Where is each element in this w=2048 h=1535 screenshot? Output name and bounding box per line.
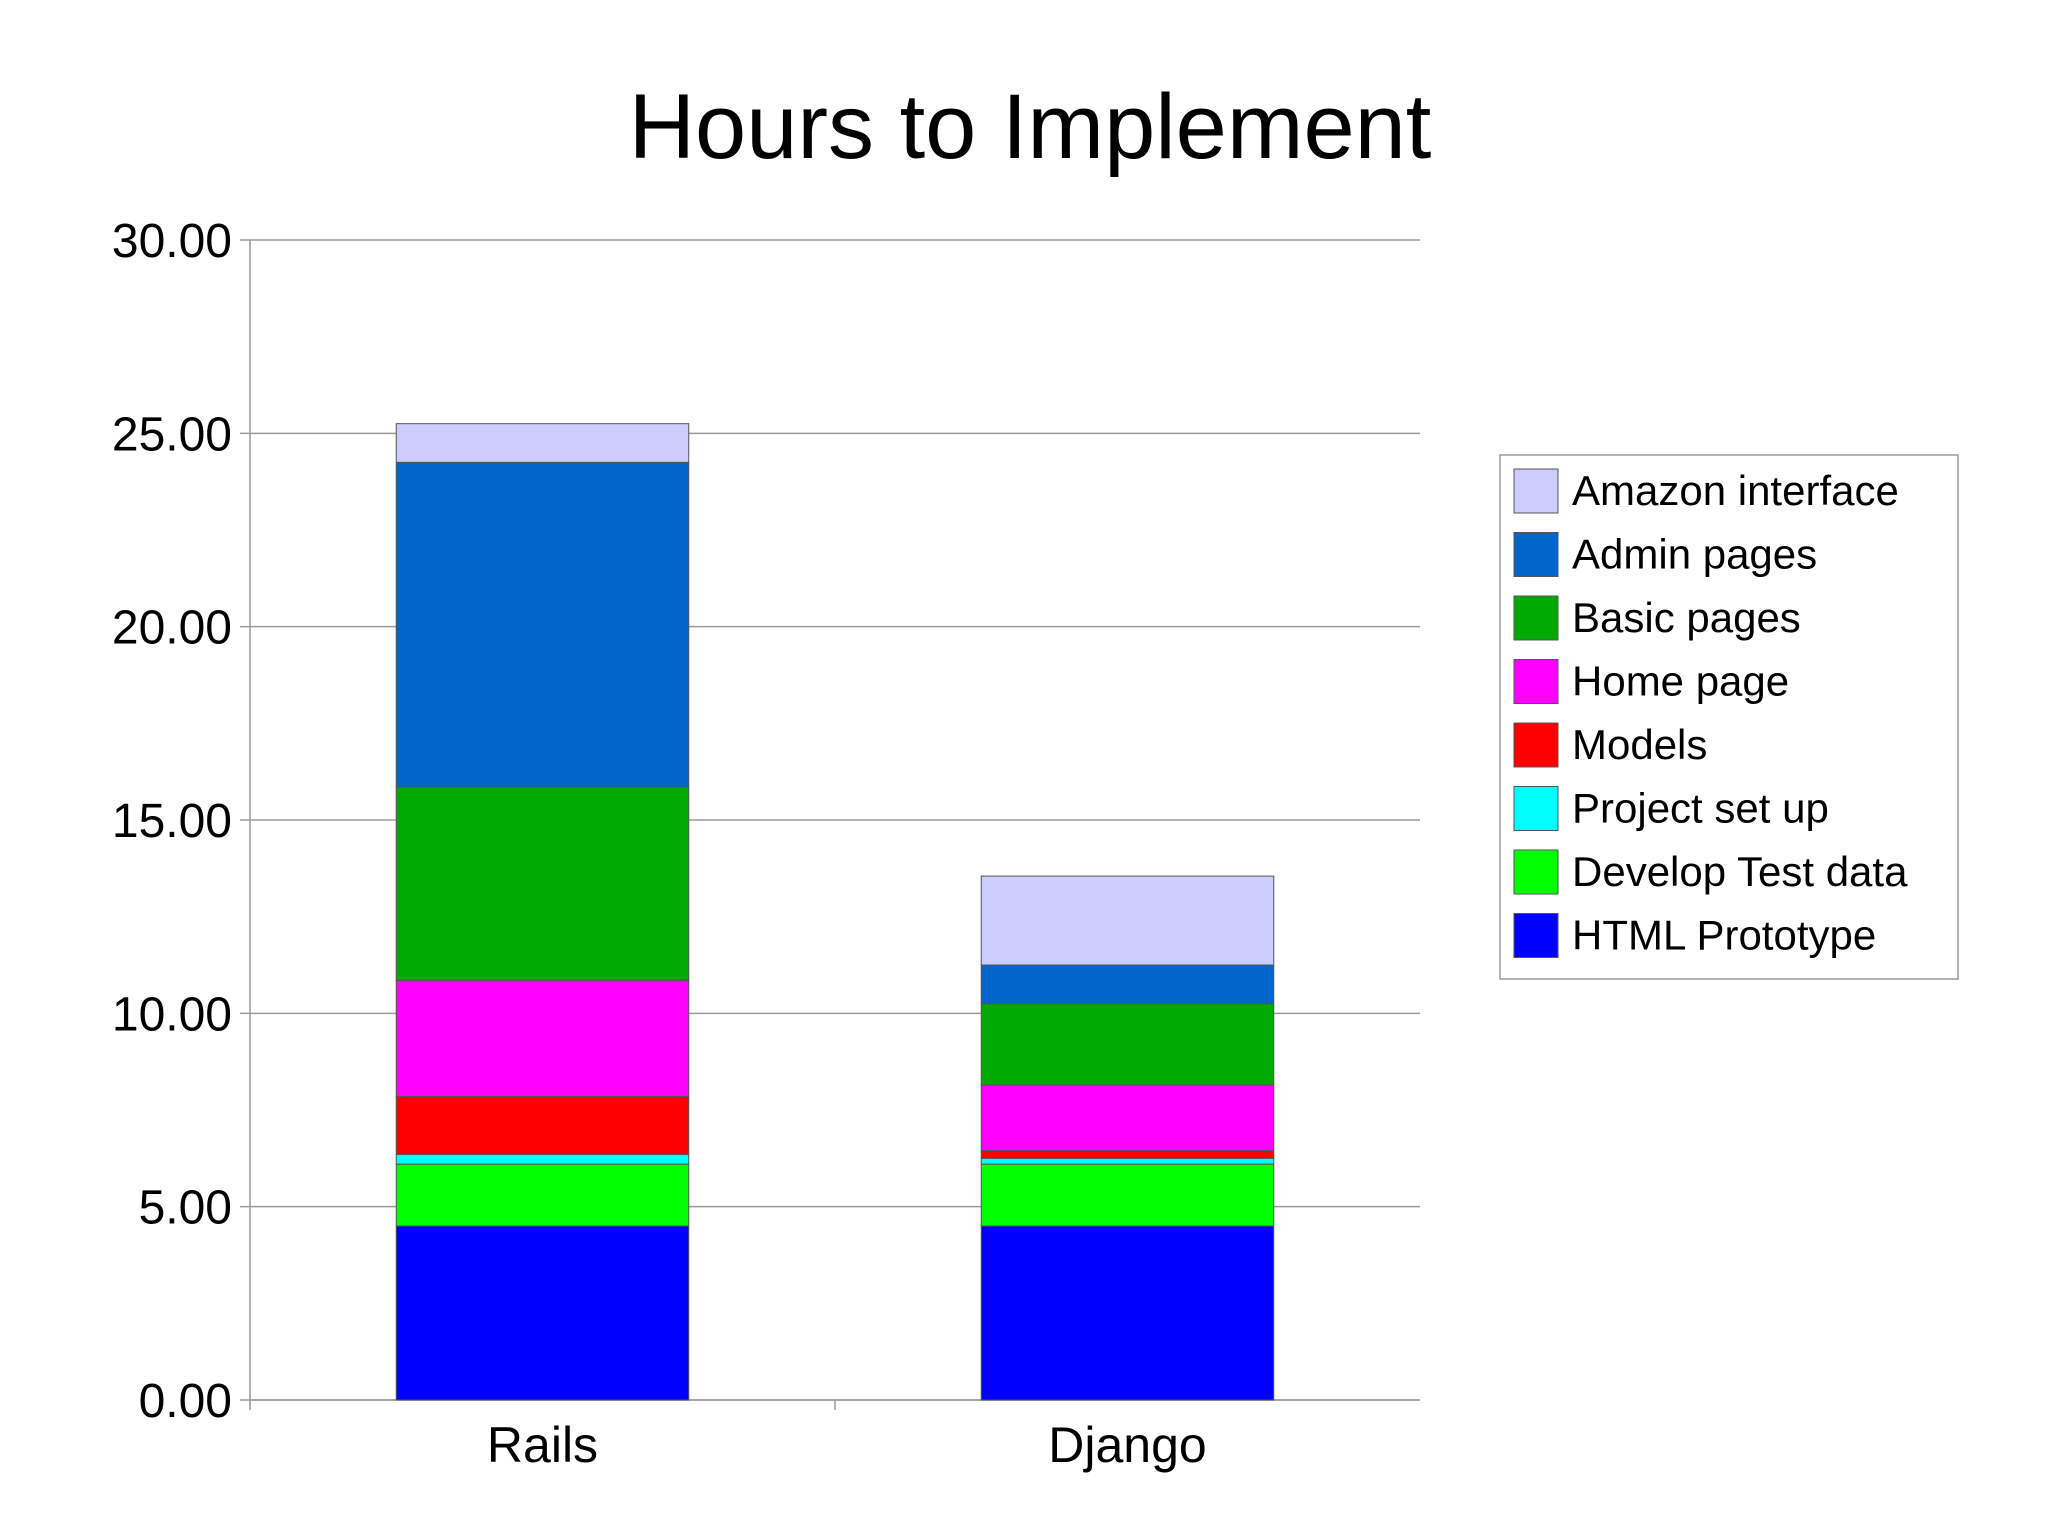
legend-swatch — [1513, 913, 1559, 958]
bar-segment-rails-develop-test-data — [395, 1163, 690, 1227]
legend-swatch — [1513, 849, 1559, 895]
bar-segment-django-home-page — [980, 1084, 1275, 1152]
bar-segment-rails-admin-pages — [395, 461, 690, 788]
bar-segment-django-develop-test-data — [980, 1163, 1275, 1227]
y-tick-label: 10.00 — [112, 988, 232, 1041]
legend-label: HTML Prototype — [1572, 912, 1876, 959]
legend-label: Home page — [1572, 658, 1789, 705]
y-tick-label: 30.00 — [112, 215, 232, 268]
bar-segment-rails-home-page — [395, 979, 690, 1097]
legend-label: Develop Test data — [1572, 848, 1908, 895]
axis-labels: 0.00 5.00 10.00 15.00 20.00 25.00 30.00 Rails Dj… — [112, 215, 1207, 1473]
legend-label: Amazon interface — [1572, 467, 1899, 514]
legend-label: Admin pages — [1572, 531, 1817, 578]
y-tick-label: 25.00 — [112, 408, 232, 461]
bar-segment-django-admin-pages — [980, 964, 1275, 1005]
legend-box — [1499, 454, 1959, 980]
bar-segment-rails-basic-pages — [395, 786, 690, 981]
bar-segment-rails-project-set-up — [395, 1153, 690, 1165]
legend: Amazon interface Admin pages Basic pages Ho… — [1499, 454, 1959, 980]
bars — [395, 423, 1275, 1401]
bar-segment-django-amazon-interface — [980, 875, 1275, 966]
y-tick-label: 20.00 — [112, 602, 232, 655]
chart-title: Hours to Implement — [629, 76, 1432, 178]
legend-swatch — [1513, 722, 1559, 768]
y-tick-label: 15.00 — [112, 795, 232, 848]
legend-swatch — [1513, 595, 1559, 641]
legend-swatch — [1513, 786, 1559, 831]
legend-label: Models — [1572, 721, 1707, 768]
x-category-label: Rails — [487, 1417, 598, 1473]
legend-swatch — [1513, 532, 1559, 577]
bar-segment-django-models — [980, 1150, 1275, 1159]
bar-segment-django-basic-pages — [980, 1003, 1275, 1086]
bar-segment-django-project-set-up — [980, 1157, 1275, 1165]
y-tick-label: 5.00 — [139, 1182, 232, 1235]
bar-segment-rails-models — [395, 1095, 690, 1155]
y-tick-label: 0.00 — [139, 1375, 232, 1428]
bar-segment-rails-html-prototype — [395, 1225, 690, 1401]
legend-swatch — [1513, 659, 1559, 704]
bar-segment-django-html-prototype — [980, 1225, 1275, 1401]
x-category-label: Django — [1048, 1417, 1206, 1473]
legend-swatch — [1513, 468, 1559, 514]
legend-label: Basic pages — [1572, 594, 1801, 641]
legend-label: Project set up — [1572, 785, 1829, 832]
bar-segment-rails-amazon-interface — [395, 423, 690, 463]
